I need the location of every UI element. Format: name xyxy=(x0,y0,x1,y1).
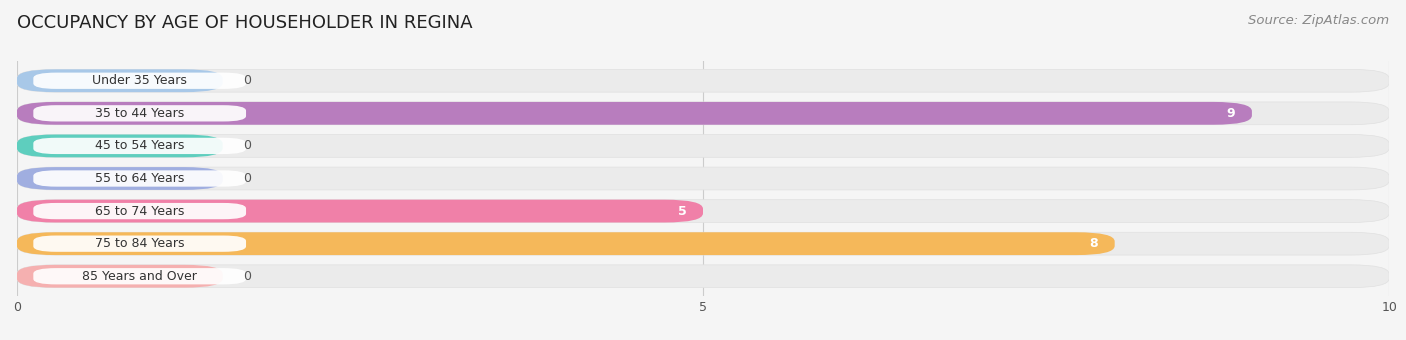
FancyBboxPatch shape xyxy=(17,200,703,222)
FancyBboxPatch shape xyxy=(34,203,246,219)
FancyBboxPatch shape xyxy=(17,135,222,157)
FancyBboxPatch shape xyxy=(17,200,1389,222)
FancyBboxPatch shape xyxy=(34,105,246,121)
FancyBboxPatch shape xyxy=(17,102,1251,125)
FancyBboxPatch shape xyxy=(17,265,1389,288)
Text: OCCUPANCY BY AGE OF HOUSEHOLDER IN REGINA: OCCUPANCY BY AGE OF HOUSEHOLDER IN REGIN… xyxy=(17,14,472,32)
FancyBboxPatch shape xyxy=(17,167,1389,190)
FancyBboxPatch shape xyxy=(34,138,246,154)
Text: 35 to 44 Years: 35 to 44 Years xyxy=(96,107,184,120)
Text: 0: 0 xyxy=(243,139,252,152)
FancyBboxPatch shape xyxy=(17,167,222,190)
FancyBboxPatch shape xyxy=(17,232,1389,255)
Text: 9: 9 xyxy=(1227,107,1236,120)
FancyBboxPatch shape xyxy=(17,69,222,92)
Text: 0: 0 xyxy=(243,172,252,185)
FancyBboxPatch shape xyxy=(17,232,1115,255)
FancyBboxPatch shape xyxy=(34,73,246,89)
Text: 8: 8 xyxy=(1090,237,1098,250)
Text: 0: 0 xyxy=(243,270,252,283)
FancyBboxPatch shape xyxy=(17,69,1389,92)
Text: Under 35 Years: Under 35 Years xyxy=(93,74,187,87)
Text: 75 to 84 Years: 75 to 84 Years xyxy=(96,237,184,250)
Text: 0: 0 xyxy=(243,74,252,87)
FancyBboxPatch shape xyxy=(17,102,1389,125)
Text: 55 to 64 Years: 55 to 64 Years xyxy=(96,172,184,185)
Text: 5: 5 xyxy=(678,205,686,218)
FancyBboxPatch shape xyxy=(34,236,246,252)
FancyBboxPatch shape xyxy=(34,268,246,284)
Text: 85 Years and Over: 85 Years and Over xyxy=(83,270,197,283)
FancyBboxPatch shape xyxy=(34,170,246,187)
Text: 45 to 54 Years: 45 to 54 Years xyxy=(96,139,184,152)
FancyBboxPatch shape xyxy=(17,135,1389,157)
Text: Source: ZipAtlas.com: Source: ZipAtlas.com xyxy=(1249,14,1389,27)
Text: 65 to 74 Years: 65 to 74 Years xyxy=(96,205,184,218)
FancyBboxPatch shape xyxy=(17,265,222,288)
